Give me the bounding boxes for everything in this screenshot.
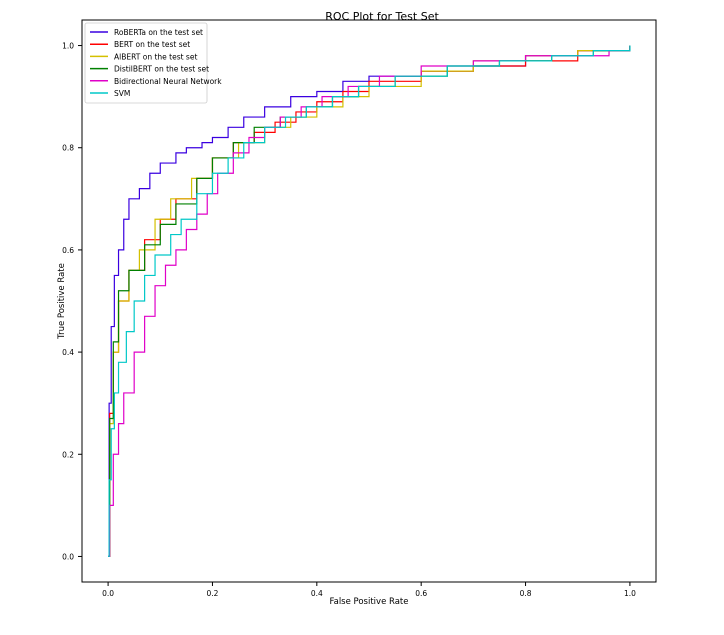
x-tick-label: 0.2	[206, 589, 218, 598]
y-axis-label: True Positive Rate	[57, 263, 67, 340]
roc-curve-line	[108, 45, 631, 558]
legend-entry-label: RoBERTa on the test set	[114, 28, 203, 37]
roc-curve-line	[108, 45, 631, 558]
x-tick-label: 0.4	[311, 589, 323, 598]
y-tick-label: 0.0	[62, 552, 74, 561]
x-tick-label: 1.0	[624, 589, 636, 598]
roc-curve-line	[108, 45, 631, 558]
roc-curve-line	[108, 45, 631, 558]
y-tick-label: 1.0	[62, 42, 74, 51]
y-axis-ticks: 0.0 0.2 0.4 0.6 0.8 1.0	[62, 42, 82, 561]
x-tick-label: 0.8	[520, 589, 532, 598]
y-tick-label: 0.6	[62, 246, 74, 255]
legend-entry-label: Bidirectional Neural Network	[114, 77, 222, 86]
roc-curve-line	[108, 45, 631, 558]
x-axis-ticks: 0.0 0.2 0.4 0.6 0.8 1.0	[102, 582, 636, 598]
legend-entry-label: SVM	[114, 89, 130, 98]
plot-area-frame	[81, 19, 657, 583]
legend: RoBERTa on the test set BERT on the test …	[84, 22, 222, 104]
legend-box	[84, 22, 208, 104]
chart-title: ROC Plot for Test Set	[325, 10, 439, 23]
roc-curves	[108, 45, 631, 558]
legend-entry-label: AlBERT on the test set	[114, 52, 197, 61]
y-tick-label: 0.2	[62, 450, 74, 459]
roc-curve-line	[108, 45, 631, 558]
legend-entry-label: DistilBERT on the test set	[114, 65, 209, 74]
y-tick-label: 0.4	[62, 348, 74, 357]
x-tick-label: 0.6	[415, 589, 427, 598]
x-tick-label: 0.0	[102, 589, 114, 598]
y-tick-label: 0.8	[62, 144, 74, 153]
legend-entry-label: BERT on the test set	[114, 40, 190, 49]
x-axis-label: False Positive Rate	[330, 597, 409, 607]
